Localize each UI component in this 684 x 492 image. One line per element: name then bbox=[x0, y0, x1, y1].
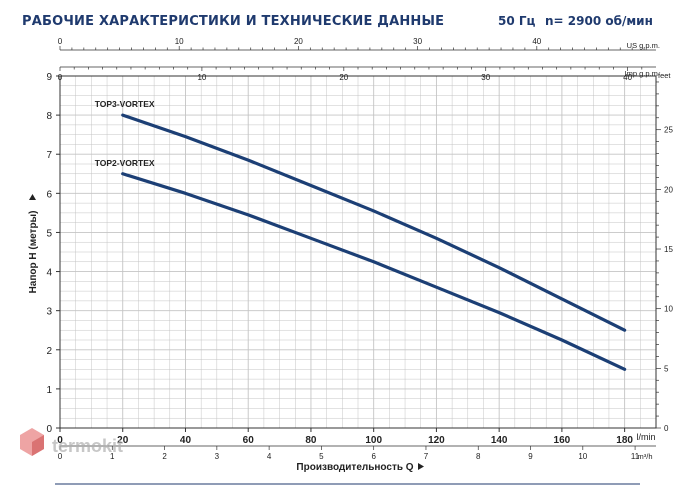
feet-tick-label: 25 bbox=[664, 126, 673, 135]
watermark-logo-shade-icon bbox=[32, 435, 44, 456]
series-line-top3-vortex bbox=[121, 113, 627, 332]
y-tick-label: 6 bbox=[46, 189, 52, 200]
imp-gpm-tick-label: 30 bbox=[481, 73, 490, 82]
feet-tick-label: 5 bbox=[664, 364, 669, 373]
chart-curves bbox=[121, 113, 627, 371]
y-axis-arrow-icon bbox=[29, 194, 36, 200]
m3h-tick-label: 5 bbox=[319, 452, 324, 461]
watermark-logo-icon bbox=[20, 428, 44, 456]
m3h-tick-label: 4 bbox=[267, 452, 272, 461]
y-tick-label: 1 bbox=[46, 385, 52, 396]
us-gpm-tick-label: 0 bbox=[58, 37, 63, 46]
feet-tick-label: 0 bbox=[664, 424, 669, 433]
y-tick-label: 0 bbox=[46, 424, 52, 435]
m3h-tick-label: 8 bbox=[476, 452, 481, 461]
m3h-tick-label: 2 bbox=[162, 452, 167, 461]
m3h-tick-label: 9 bbox=[528, 452, 533, 461]
x-tick-label: 140 bbox=[491, 435, 508, 446]
x-axis-arrow-icon bbox=[418, 463, 424, 470]
m3h-tick-label: 1 bbox=[110, 452, 115, 461]
y-tick-label: 5 bbox=[46, 228, 52, 239]
us-gpm-tick-label: 20 bbox=[294, 37, 303, 46]
x-axis-label: Производительность Q bbox=[296, 462, 413, 473]
watermark: termokit bbox=[20, 428, 123, 456]
us-gpm-tick-label: 40 bbox=[532, 37, 541, 46]
x-tick-label: 160 bbox=[554, 435, 571, 446]
series-label: TOP2-VORTEX bbox=[95, 158, 155, 168]
imp-gpm-tick-label: 40 bbox=[623, 73, 632, 82]
plot-border bbox=[59, 75, 657, 429]
m3h-unit-label: m³/h bbox=[638, 452, 653, 461]
m3h-tick-label: 7 bbox=[424, 452, 429, 461]
y-tick-label: 4 bbox=[46, 268, 52, 279]
feet-tick-label: 20 bbox=[664, 185, 673, 194]
feet-tick-label: 10 bbox=[664, 305, 673, 314]
feet-unit-label: feet bbox=[658, 71, 671, 80]
chart-labels: Производительность Q Напор H (метры) TOP3-… bbox=[28, 99, 424, 473]
x-tick-label: 180 bbox=[616, 435, 633, 446]
x-tick-label: 60 bbox=[243, 435, 255, 446]
speed-label: n= 2900 об/мин bbox=[545, 14, 653, 28]
y-tick-label: 8 bbox=[46, 111, 52, 122]
y-tick-label: 7 bbox=[46, 150, 52, 161]
series-line-top2-vortex bbox=[121, 172, 627, 371]
x-tick-label: 40 bbox=[180, 435, 192, 446]
series-label: TOP3-VORTEX bbox=[95, 99, 155, 109]
m3h-tick-label: 0 bbox=[58, 452, 63, 461]
y-tick-label: 9 bbox=[46, 72, 52, 83]
imp-gpm-tick-label: 0 bbox=[58, 73, 63, 82]
feet-tick-label: 15 bbox=[664, 245, 673, 254]
m3h-tick-label: 3 bbox=[215, 452, 220, 461]
chart-grid bbox=[59, 75, 657, 429]
x-tick-label: 100 bbox=[365, 435, 382, 446]
us-gpm-tick-label: 10 bbox=[175, 37, 184, 46]
y-axis-label: Напор H (метры) bbox=[28, 211, 39, 294]
y-tick-label: 3 bbox=[46, 307, 52, 318]
x-tick-label: 120 bbox=[428, 435, 445, 446]
frequency-label: 50 Гц bbox=[498, 14, 536, 28]
page-title: РАБОЧИЕ ХАРАКТЕРИСТИКИ И ТЕХНИЧЕСКИЕ ДАН… bbox=[22, 14, 445, 29]
imp-gpm-unit-label: Imp g.p.m. bbox=[625, 69, 660, 78]
x-tick-label: 20 bbox=[117, 435, 129, 446]
x-unit-label: l/min bbox=[636, 432, 655, 442]
m3h-tick-label: 10 bbox=[578, 452, 587, 461]
x-tick-label: 80 bbox=[305, 435, 317, 446]
us-gpm-unit-label: US g.p.m. bbox=[627, 41, 660, 50]
imp-gpm-tick-label: 10 bbox=[197, 73, 206, 82]
watermark-text: termokit bbox=[52, 436, 123, 456]
plot-frame bbox=[55, 75, 657, 485]
imp-gpm-tick-label: 20 bbox=[339, 73, 348, 82]
us-gpm-tick-label: 30 bbox=[413, 37, 422, 46]
y-tick-label: 2 bbox=[46, 346, 52, 357]
m3h-tick-label: 6 bbox=[371, 452, 376, 461]
x-tick-label: 0 bbox=[57, 435, 63, 446]
m3h-tick-label: 11 bbox=[631, 452, 640, 461]
